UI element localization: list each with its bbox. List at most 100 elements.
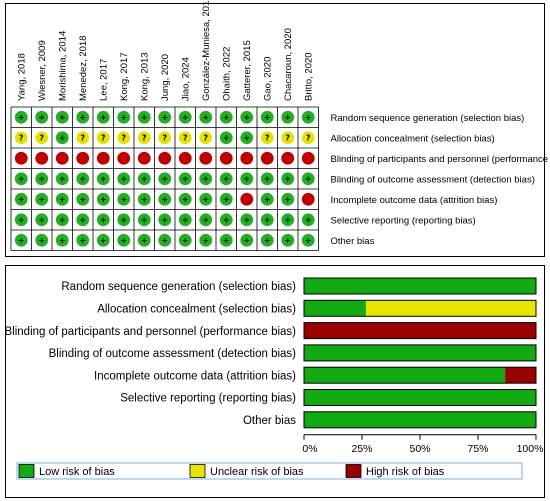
judgement-dot-unclear xyxy=(14,131,28,145)
judgement-dot-low xyxy=(199,192,213,206)
judgement-dot-low xyxy=(178,233,192,247)
judgement-symbol: + xyxy=(59,195,66,204)
judgement-symbol: + xyxy=(182,174,189,183)
judgement-symbol: + xyxy=(141,195,148,204)
judgement-dot-low xyxy=(137,110,151,124)
judgement-symbol: + xyxy=(182,236,189,245)
judgement-dot-low xyxy=(96,213,110,227)
judgement-dot-unclear xyxy=(260,131,274,145)
summary-frame xyxy=(5,3,545,257)
judgement-symbol: ? xyxy=(80,134,85,143)
judgement-symbol: + xyxy=(38,236,45,245)
bar-segment-low xyxy=(304,278,536,294)
judgement-dot-low xyxy=(260,213,274,227)
judgement-dot-low xyxy=(158,213,172,227)
study-label: Menedez, 2018 xyxy=(78,36,89,102)
judgement-symbol: + xyxy=(223,133,230,142)
judgement-symbol: + xyxy=(161,113,168,122)
judgement-symbol: ? xyxy=(162,134,167,143)
judgement-dot-low xyxy=(301,172,315,186)
judgement-symbol: + xyxy=(284,174,291,183)
judgement-dot-low xyxy=(35,213,49,227)
judgement-symbol: + xyxy=(305,236,312,245)
judgement-dot-low xyxy=(281,192,295,206)
judgement-dot-low xyxy=(76,233,90,247)
judgement-symbol: + xyxy=(79,113,86,122)
bar-outline xyxy=(303,389,537,406)
judgement-dot-high xyxy=(240,192,254,206)
judgement-dot-low xyxy=(35,192,49,206)
judgement-dot-low xyxy=(260,172,274,186)
x-tick-label: 75% xyxy=(467,443,488,455)
judgement-symbol: + xyxy=(305,215,312,224)
judgement-dot-low xyxy=(199,213,213,227)
domain-label: Blinding of participants and personnel (… xyxy=(331,154,550,165)
judgement-dot-low xyxy=(281,110,295,124)
judgement-symbol: + xyxy=(79,215,86,224)
x-tick-label: 25% xyxy=(351,443,372,455)
bar-outline xyxy=(303,277,537,295)
judgement-symbol: ? xyxy=(306,134,311,143)
judgement-dot-low xyxy=(240,233,254,247)
judgement-dot-low xyxy=(117,110,131,124)
category-label: Blinding of participants and personnel (… xyxy=(5,326,297,338)
judgement-symbol: + xyxy=(243,133,250,142)
judgement-symbol: + xyxy=(264,215,271,224)
judgement-dot-low xyxy=(55,110,69,124)
category-label: Random sequence generation (selection bi… xyxy=(61,281,296,293)
judgement-symbol: ? xyxy=(203,134,208,143)
bar-segment-low xyxy=(304,389,536,406)
judgement-symbol: + xyxy=(120,113,127,122)
judgement-symbol: + xyxy=(38,195,45,204)
judgement-dot-low xyxy=(55,192,69,206)
judgement-dot-low xyxy=(178,192,192,206)
category-label: Incomplete outcome data (attrition bias) xyxy=(94,370,296,382)
study-label: Britto, 2020 xyxy=(303,52,314,101)
judgement-dot-low xyxy=(158,192,172,206)
x-tick-label: 100% xyxy=(517,443,544,455)
judgement-symbol: + xyxy=(284,195,291,204)
bar-segment-high xyxy=(304,322,536,339)
judgement-dot-low xyxy=(76,110,90,124)
study-label: Jung, 2020 xyxy=(160,54,171,101)
judgement-symbol: + xyxy=(243,215,250,224)
judgement-symbol: + xyxy=(38,174,45,183)
graph-frame xyxy=(5,265,545,498)
study-label: Kong, 2017 xyxy=(119,52,130,101)
judgement-symbol: + xyxy=(100,195,107,204)
judgement-symbol: + xyxy=(120,236,127,245)
category-label: Blinding of outcome assessment (detectio… xyxy=(49,348,297,360)
judgement-symbol: + xyxy=(182,215,189,224)
judgement-dot-low xyxy=(137,192,151,206)
judgement-dot-low xyxy=(137,233,151,247)
judgement-symbol: + xyxy=(18,215,25,224)
judgement-symbol: + xyxy=(243,113,250,122)
judgement-dot-low xyxy=(96,233,110,247)
judgement-symbol: + xyxy=(284,113,291,122)
bar-segment-low xyxy=(304,411,536,428)
judgement-dot-high xyxy=(199,151,213,165)
judgement-dot-high xyxy=(14,151,28,165)
judgement-dot-unclear xyxy=(96,131,110,145)
judgement-symbol: ? xyxy=(285,134,290,143)
judgement-dot-high xyxy=(178,151,192,165)
legend-box xyxy=(16,462,523,480)
category-label: Allocation concealment (selection bias) xyxy=(97,304,296,316)
domain-label: Selective reporting (reporting bias) xyxy=(331,215,476,226)
judgement-dot-unclear xyxy=(199,131,213,145)
judgement-dot-unclear xyxy=(178,131,192,145)
judgement-dot-high xyxy=(76,151,90,165)
judgement-symbol: + xyxy=(223,215,230,224)
judgement-dot-low xyxy=(55,233,69,247)
judgement-symbol: + xyxy=(223,113,230,122)
judgement-symbol: ? xyxy=(142,134,147,143)
judgement-dot-low xyxy=(199,233,213,247)
judgement-symbol: + xyxy=(223,236,230,245)
judgement-dot-low xyxy=(260,110,274,124)
bar-outline xyxy=(303,366,537,384)
judgement-symbol: + xyxy=(18,195,25,204)
judgement-dot-low xyxy=(281,233,295,247)
x-tick-label: 50% xyxy=(409,443,430,455)
judgement-dot-low xyxy=(35,233,49,247)
study-label: Ohaith, 2022 xyxy=(221,47,232,101)
